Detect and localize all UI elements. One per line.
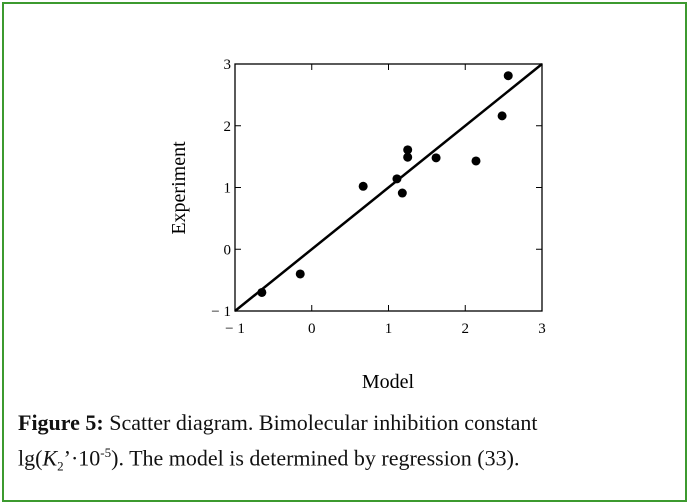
point [403,145,413,155]
point [403,152,413,162]
caption-label: Figure 5: [18,410,104,435]
caption-text: ’·10 [63,445,101,471]
x-tick-label: 2 [462,321,470,337]
caption-sub: 2 [57,458,64,474]
y-axis-label: Experiment [168,141,190,235]
fit-line [234,63,543,312]
point [295,269,305,279]
y-tick-label: 1 [224,181,232,197]
point [431,153,441,163]
point [392,174,402,184]
caption-var: K [42,445,58,471]
caption-text: lg( [18,445,43,471]
y-tick-label: 0 [224,242,232,258]
point [397,188,407,198]
caption-sup: -5 [100,445,112,460]
x-tick-label: 3 [538,321,546,337]
caption-text: ). The model is determined by regression… [111,445,520,471]
point [497,111,507,121]
y-tick-label: 2 [224,119,232,135]
point [257,287,267,297]
point [471,156,481,166]
point [503,71,513,81]
x-tick-label: 0 [308,321,316,337]
caption: Figure 5: Scatter diagram. Bimolecular i… [18,408,678,482]
caption-text: Scatter diagram. Bimolecular inhibition … [109,410,538,435]
x-tick-label: 1 [385,321,393,337]
y-tick-label: 3 [224,57,232,73]
y-tick-label: − 1 [211,304,231,320]
x-axis-label: Model [362,371,415,393]
x-tick-label: − 1 [225,321,245,337]
point [358,181,368,191]
